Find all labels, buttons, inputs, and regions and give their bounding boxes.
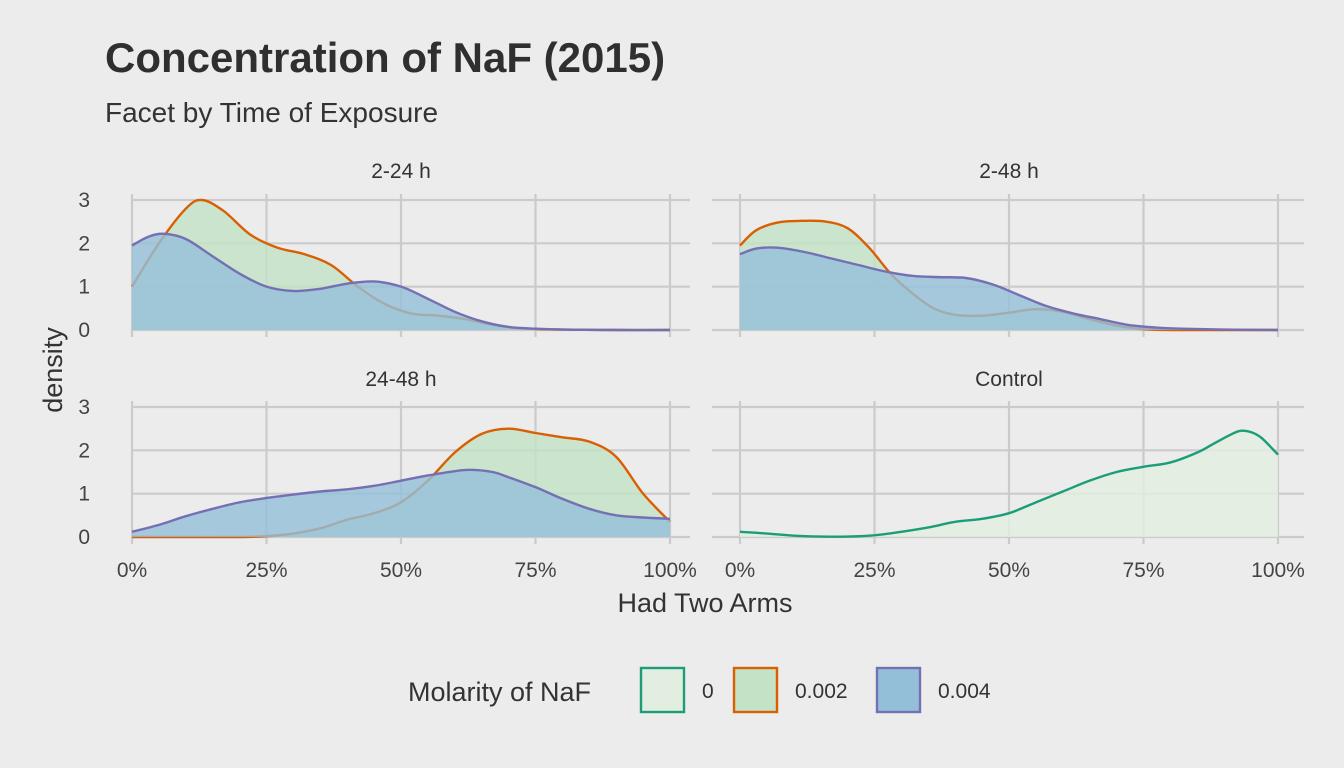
density-line-0-004 bbox=[131, 232, 671, 332]
x-tick-label: 25% bbox=[245, 559, 287, 582]
x-tick-label: 0% bbox=[117, 559, 147, 582]
density-line-0 bbox=[739, 429, 1279, 538]
density-area-0 bbox=[740, 430, 1278, 537]
x-tick-label: 0% bbox=[725, 559, 755, 582]
legend-label: 0 bbox=[702, 680, 714, 703]
x-tick-label: 50% bbox=[380, 559, 422, 582]
x-tick-label: 50% bbox=[988, 559, 1030, 582]
legend-key-0 bbox=[639, 666, 686, 714]
facet-strip-label: 2-48 h bbox=[979, 160, 1039, 183]
y-tick-label: 1 bbox=[78, 276, 90, 299]
facet-strip-label: 2-24 h bbox=[371, 160, 431, 183]
density-line-0-004 bbox=[131, 468, 671, 533]
x-tick-label: 75% bbox=[514, 559, 556, 582]
legend-key-0-002 bbox=[732, 666, 779, 714]
x-axis-title: Had Two Arms bbox=[617, 588, 792, 618]
legend-key-0-004 bbox=[875, 666, 922, 714]
x-tick-label: 100% bbox=[1251, 559, 1305, 582]
facet-strip-label: Control bbox=[975, 368, 1043, 391]
legend-label: 0.004 bbox=[938, 680, 991, 703]
x-tick-label: 75% bbox=[1122, 559, 1164, 582]
panel-24-48-h: 24-48 h 0 1 2 3 0% 25% 50% 75% 100% bbox=[78, 368, 697, 582]
panel-2-48-h: 2-48 h bbox=[712, 160, 1304, 337]
x-tick-label: 25% bbox=[853, 559, 895, 582]
y-tick-label: 0 bbox=[78, 319, 90, 342]
facet-strip-label: 24-48 h bbox=[365, 368, 436, 391]
density-area-0-004 bbox=[132, 469, 670, 537]
panel-2-24-h: 2-24 h 0 1 2 3 bbox=[78, 160, 690, 342]
legend-title: Molarity of NaF bbox=[408, 677, 591, 707]
density-line-0-004 bbox=[739, 246, 1279, 332]
legend-label: 0.002 bbox=[795, 680, 848, 703]
facet-panels: 2-24 h 0 1 2 3 2-48 h 24-48 h 0 1 2 3 0% 25% 50% 75% 10… bbox=[78, 160, 1305, 582]
x-tick-label: 100% bbox=[643, 559, 697, 582]
y-tick-label: 1 bbox=[78, 483, 90, 506]
y-tick-label: 2 bbox=[78, 232, 90, 255]
panel-control: Control 0% 25% 50% 75% 100% bbox=[712, 368, 1305, 582]
y-tick-label: 2 bbox=[78, 439, 90, 462]
y-tick-label: 3 bbox=[78, 396, 90, 419]
y-axis-title: density bbox=[38, 327, 68, 413]
legend: Molarity of NaF 0 0.002 0.004 bbox=[408, 666, 991, 714]
density-area-0-004 bbox=[740, 247, 1278, 330]
chart-title: Concentration of NaF (2015) bbox=[105, 34, 665, 81]
y-tick-label: 3 bbox=[78, 189, 90, 212]
y-tick-label: 0 bbox=[78, 526, 90, 549]
density-area-0-004 bbox=[132, 233, 670, 331]
chart-subtitle: Facet by Time of Exposure bbox=[105, 97, 438, 128]
